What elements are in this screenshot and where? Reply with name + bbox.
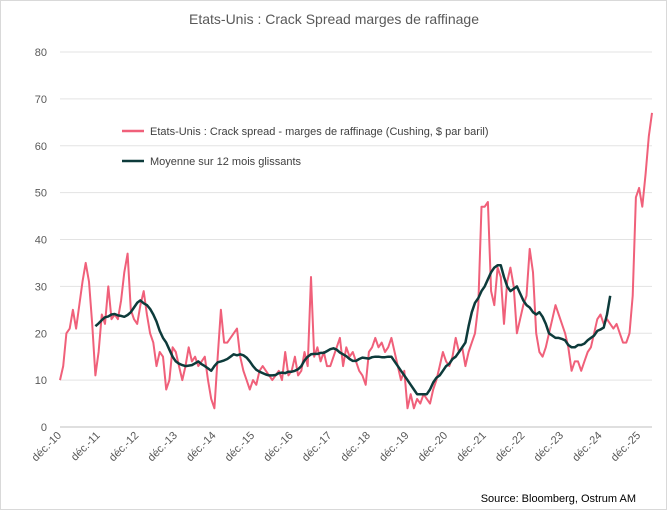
- y-tick-label: 0: [41, 422, 47, 434]
- x-tick-label: déc.-19: [377, 430, 411, 464]
- x-tick-label: déc.-10: [30, 430, 64, 464]
- x-tick-label: déc.-20: [416, 430, 450, 464]
- y-tick-label: 20: [35, 328, 47, 340]
- legend-label-crack-spread: Etats-Unis : Crack spread - marges de ra…: [150, 126, 489, 138]
- x-tick-label: déc.-24: [570, 430, 604, 464]
- y-tick-label: 30: [35, 281, 47, 293]
- x-tick-label: déc.-25: [609, 430, 643, 464]
- x-tick-label: déc.-13: [146, 430, 180, 464]
- gridlines: [60, 51, 652, 428]
- x-tick-label: déc.-21: [454, 430, 488, 464]
- series-moving-average-line: [94, 264, 612, 396]
- y-tick-label: 40: [35, 235, 47, 247]
- y-tick-label: 10: [35, 375, 47, 387]
- series-crack-spread-line: [59, 112, 653, 410]
- x-tick-label: déc.-15: [223, 430, 257, 464]
- x-tick-label: déc.-12: [107, 430, 141, 464]
- x-axis-ticks: déc.-10 déc.-11 déc.-12 déc.-13 déc.-14 déc.-…: [30, 430, 644, 464]
- y-tick-label: 80: [35, 47, 47, 59]
- series-lines: [59, 112, 653, 410]
- y-axis-ticks: 0 10 20 30 40 50 60 70 80: [35, 47, 47, 434]
- x-tick-label: déc.-17: [300, 430, 334, 464]
- x-tick-label: déc.-14: [184, 430, 218, 464]
- legend-label-moving-average: Moyenne sur 12 mois glissants: [150, 156, 302, 168]
- chart-title: Etats-Unis : Crack Spread marges de raff…: [189, 11, 479, 27]
- x-tick-label: déc.-16: [261, 430, 295, 464]
- source-note: Source: Bloomberg, Ostrum AM: [481, 493, 636, 505]
- y-tick-label: 60: [35, 141, 47, 153]
- x-tick-label: déc.-22: [493, 430, 527, 464]
- x-tick-label: déc.-18: [339, 430, 373, 464]
- legend: Etats-Unis : Crack spread - marges de ra…: [122, 126, 489, 168]
- x-tick-label: déc.-11: [69, 430, 103, 464]
- x-tick-label: déc.-23: [532, 430, 566, 464]
- y-tick-label: 70: [35, 94, 47, 106]
- y-tick-label: 50: [35, 188, 47, 200]
